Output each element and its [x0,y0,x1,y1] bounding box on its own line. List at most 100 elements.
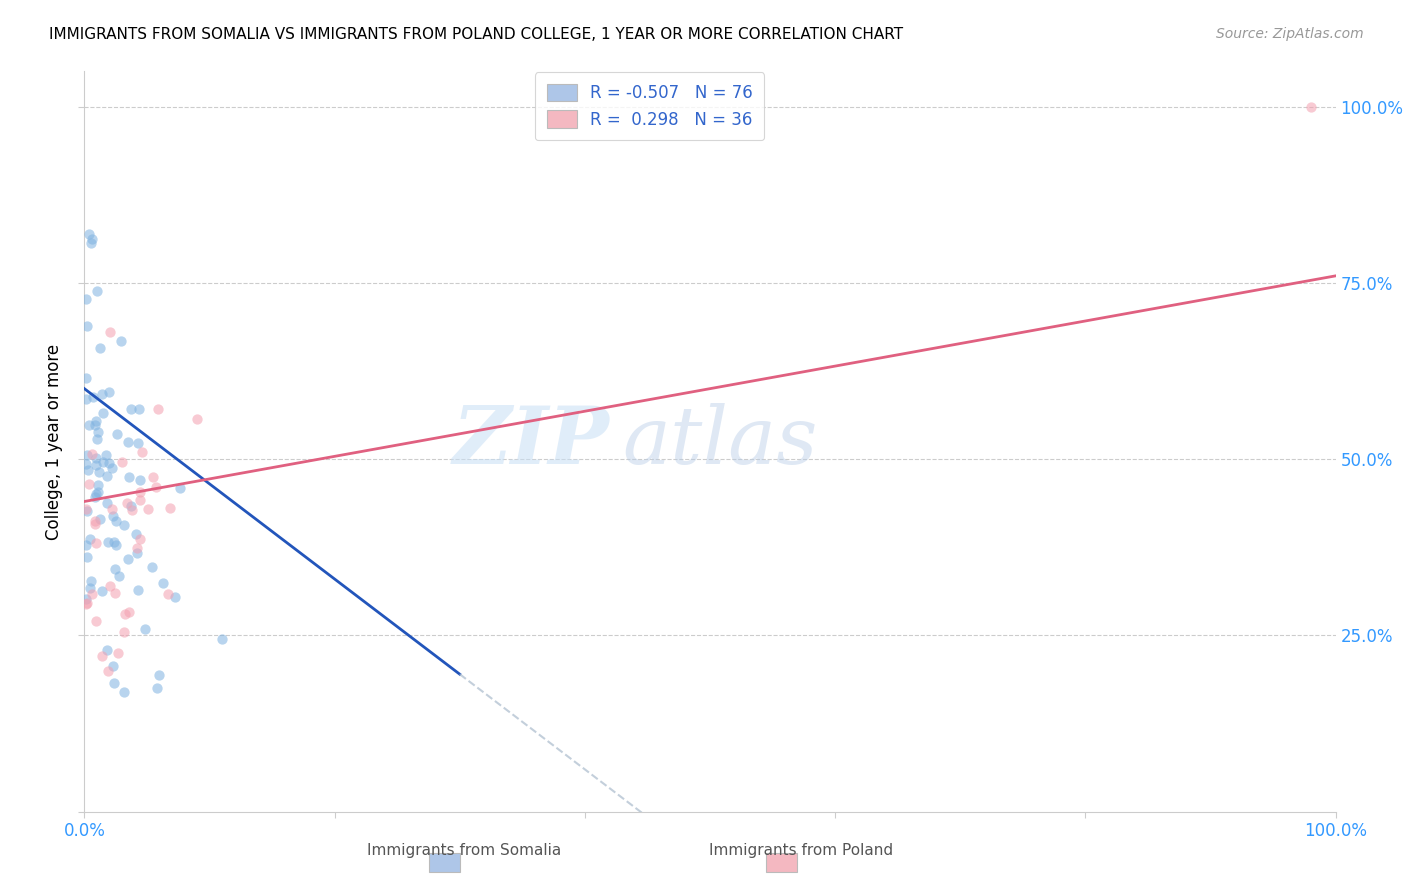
Point [97,664,120,678]
Point [128,401,150,416]
Point [75,371,97,385]
Point [86,414,108,428]
Point [96,469,118,483]
Point [94,448,117,462]
Point [76,318,98,333]
Point [84,487,107,501]
Point [101,509,124,524]
Point [77,463,100,477]
Point [76,596,98,610]
Point [87,477,110,491]
Point [96,643,118,657]
Point [82,587,104,601]
Point [125,546,148,560]
Legend: R = -0.507   N = 76, R =  0.298   N = 36: R = -0.507 N = 76, R = 0.298 N = 36 [534,72,765,140]
Point [128,532,150,546]
Point [93,455,115,469]
Point [142,470,165,484]
Point [79,581,101,595]
Point [128,473,150,487]
Point [104,562,127,576]
Point [79,532,101,546]
Point [97,384,120,399]
Point [163,591,186,605]
Point [117,435,139,450]
Point [105,538,128,552]
Point [127,436,149,450]
Point [75,592,97,607]
Point [84,491,107,505]
Point [75,457,97,471]
Point [86,432,108,446]
Point [129,485,152,500]
Point [89,342,111,356]
Point [110,334,132,348]
Point [159,500,181,515]
Point [128,493,150,508]
Point [112,518,135,533]
Point [101,461,124,475]
Point [83,517,105,532]
Point [75,501,97,516]
Point [84,450,107,465]
Point [82,391,104,405]
Point [84,614,107,628]
Point [82,232,104,246]
Point [117,605,139,619]
Point [84,417,107,432]
Point [84,536,107,550]
Point [105,427,128,442]
Point [91,648,114,663]
Point [86,284,108,298]
Point [115,496,138,510]
Point [86,425,108,439]
Point [146,401,169,416]
Point [141,559,163,574]
Point [91,406,114,420]
Text: atlas: atlas [623,403,818,480]
Point [120,500,142,514]
Point [80,447,103,461]
Point [97,535,120,549]
Point [118,470,141,484]
Point [96,496,118,510]
Point [146,681,169,696]
Point [90,584,112,599]
Text: ZIP: ZIP [453,403,610,480]
Point [112,685,135,699]
Point [127,583,149,598]
Point [124,527,146,541]
Point [80,235,103,250]
Point [156,587,179,601]
Point [117,552,139,566]
Point [1299,100,1322,114]
Point [114,607,136,622]
Point [75,538,97,552]
Point [169,481,191,495]
Point [112,625,135,640]
Point [108,568,131,582]
Point [76,504,98,518]
Point [98,456,121,470]
Point [101,502,124,516]
Point [84,458,107,473]
Point [84,515,107,529]
Point [104,514,127,528]
Point [89,512,111,526]
Point [103,534,125,549]
Point [87,466,110,480]
Text: Immigrants from Somalia: Immigrants from Somalia [367,843,561,858]
Point [101,659,124,673]
Point [125,541,148,555]
Point [75,293,97,307]
Point [76,448,98,462]
Point [145,480,167,494]
Point [121,503,143,517]
Y-axis label: College, 1 year or more: College, 1 year or more [45,343,63,540]
Point [76,549,98,564]
Point [87,484,110,499]
Point [77,476,100,491]
Point [80,574,103,589]
Point [91,387,114,401]
Point [77,418,100,433]
